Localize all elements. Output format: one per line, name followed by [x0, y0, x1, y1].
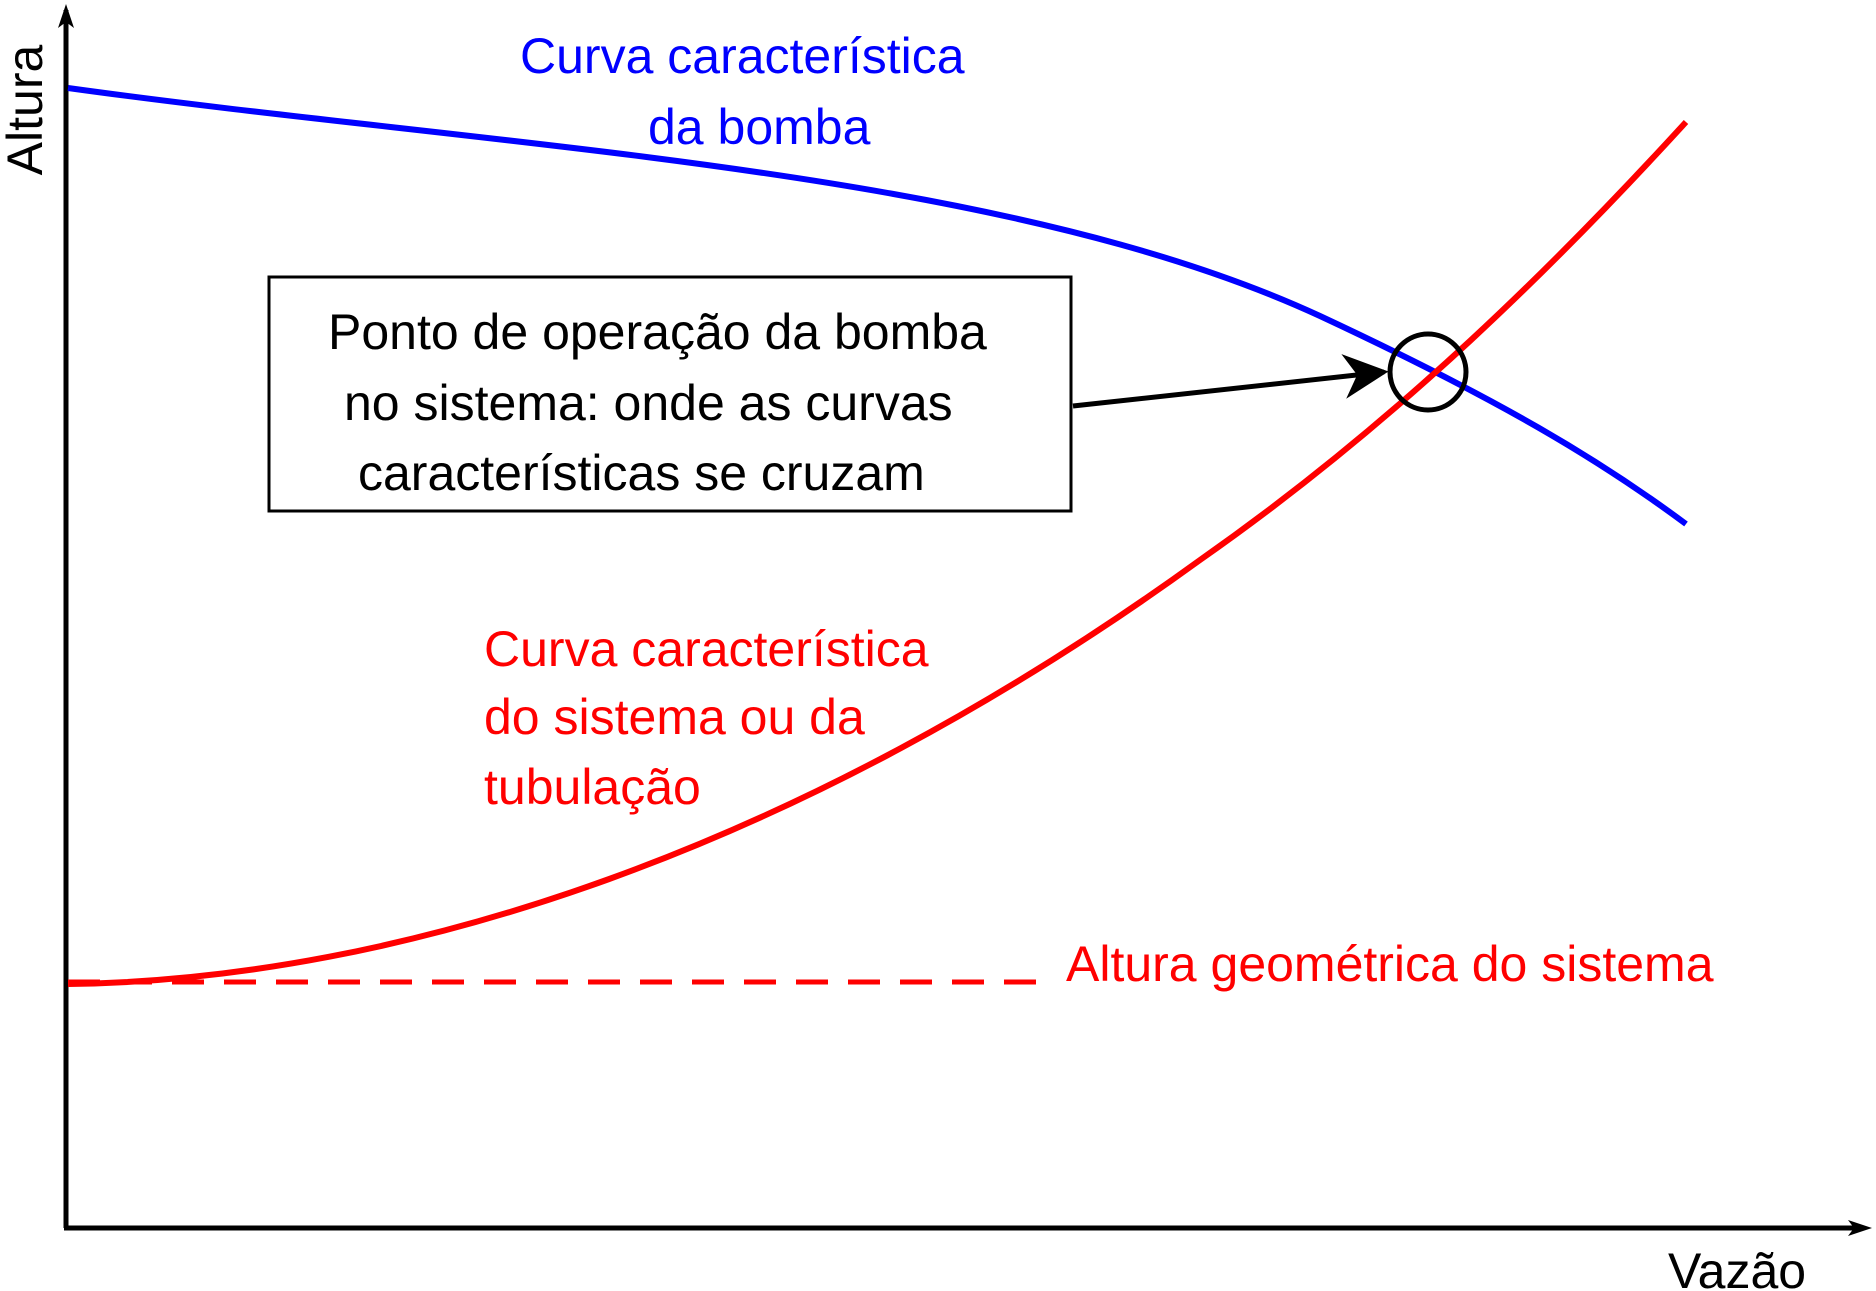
- x-axis-arrowhead: [1848, 1220, 1872, 1236]
- system-curve-label-line2: do sistema ou da: [484, 689, 865, 745]
- operating-point-marker: [1387, 331, 1469, 413]
- pump-curve-label-line2: da bomba: [648, 99, 871, 155]
- static-head-label: Altura geométrica do sistema: [1066, 936, 1714, 992]
- operating-point-text-line2: no sistema: onde as curvas: [344, 375, 953, 431]
- y-axis-arrowhead: [58, 4, 74, 28]
- y-axis-label: Altura: [0, 45, 53, 176]
- system-curve-label-line1: Curva característica: [484, 621, 929, 677]
- pump-curve-label-line1: Curva característica: [520, 28, 965, 84]
- operating-point-callout-box: [267, 275, 1073, 513]
- system-curve-label-line3: tubulação: [484, 759, 701, 815]
- pump-curve: [67, 85, 1688, 527]
- x-axis-label: Vazão: [1668, 1243, 1806, 1291]
- operating-point-text-line1: Ponto de operação da bomba: [328, 304, 987, 360]
- operating-point-text-line3: características se cruzam: [358, 445, 925, 501]
- system-curve: [67, 119, 1689, 987]
- operating-point-arrow: [1072, 354, 1389, 409]
